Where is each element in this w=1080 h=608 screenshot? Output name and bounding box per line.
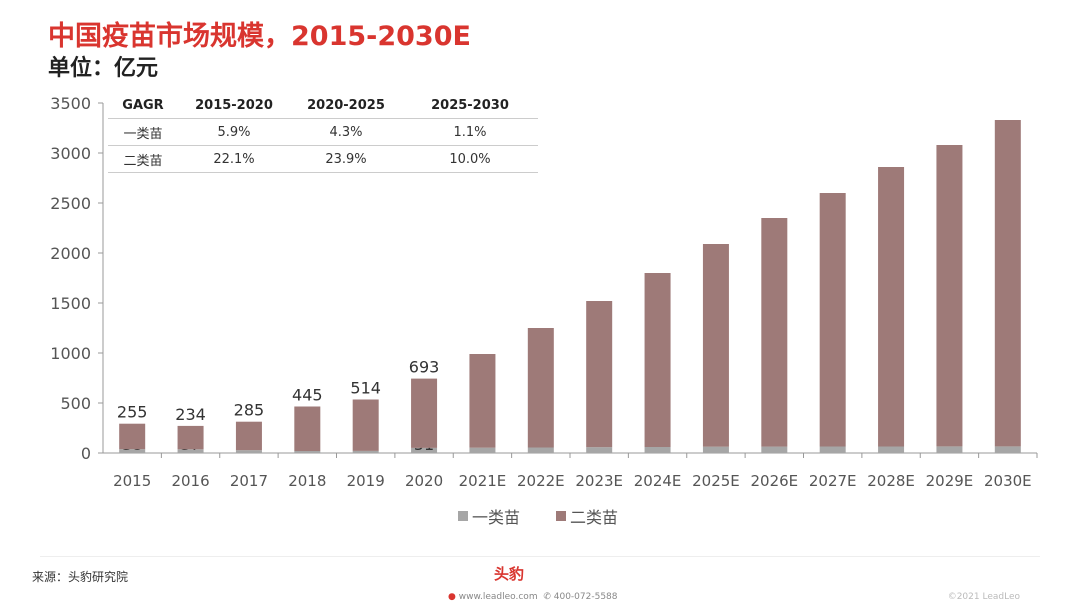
bar-segment-class1 [644,447,671,453]
bar-segment-class2 [177,425,204,450]
bar-segment-class2 [994,120,1021,447]
y-tick-label: 2500 [50,194,91,213]
bar-segment-class2 [469,354,496,448]
x-tick-label: 2026E [750,472,798,490]
header-cell: 2020-2025 [290,92,402,119]
legend-swatch [458,511,468,521]
x-tick-label: 2019 [347,472,385,490]
bar-segment-class1 [527,447,554,453]
y-tick-label: 1000 [50,344,91,363]
x-tick-label: 2030E [984,472,1032,490]
cell: 23.9% [290,145,402,173]
bar-segment-class1 [819,446,846,453]
x-tick-label: 2024E [634,472,682,490]
bar-segment-class1 [702,446,729,453]
bar-segment-class2 [819,193,846,447]
cell: 22.1% [178,145,290,173]
gagr-table: GAGR 2015-2020 2020-2025 2025-2030 一类苗 5… [108,92,538,173]
y-tick-label: 2000 [50,244,91,263]
y-tick-label: 3000 [50,144,91,163]
header-cell: GAGR [108,92,178,119]
bar-segment-class1 [119,449,146,453]
footer-divider [40,556,1040,557]
bar-segment-class1 [469,447,496,453]
bar-segment-class1 [352,450,379,453]
unit-label: 单位：亿元 [48,56,159,81]
x-tick-label: 2023E [575,472,623,490]
bar-segment-class1 [994,446,1021,453]
bar-segment-class1 [761,446,788,453]
x-tick-label: 2027E [809,472,857,490]
x-tick-label: 2016 [171,472,209,490]
bar-segment-class2 [761,218,788,447]
bar-segment-class2 [411,378,438,448]
header-cell: 2025-2030 [402,92,538,119]
stacked-bar-chart: 0500100015002000250030003500201538255201… [50,94,1038,527]
header-cell: 2015-2020 [178,92,290,119]
y-tick-label: 3500 [50,94,91,113]
cell: 5.9% [178,118,290,146]
x-tick-label: 2018 [288,472,326,490]
row-label: 一类苗 [108,118,178,146]
bar-segment-class1 [878,446,905,453]
y-tick-label: 0 [81,444,91,463]
x-tick-label: 2028E [867,472,915,490]
source-note: 来源：头豹研究院 [32,570,129,584]
bar-segment-class2 [235,421,262,451]
data-label: 234 [175,405,206,424]
phone-icon: ✆ [543,592,551,602]
y-tick-label: 500 [60,394,91,413]
x-tick-label: 2015 [113,472,151,490]
bar-segment-class1 [586,447,613,453]
legend-label: 二类苗 [570,508,618,527]
bar-segment-class2 [119,423,146,450]
bar-segment-class2 [352,399,379,451]
phone-number: 400-072-5588 [553,592,618,602]
website-link[interactable]: www.leadleo.com [458,592,538,602]
copyright: ©2021 LeadLeo [947,592,1020,602]
bar-segment-class2 [586,301,613,448]
data-label: 514 [350,379,381,398]
data-label: 693 [409,358,440,377]
x-tick-label: 2025E [692,472,740,490]
x-tick-label: 2020 [405,472,443,490]
bar-segment-class2 [527,328,554,448]
x-tick-label: 2029E [926,472,974,490]
table-header-row: GAGR 2015-2020 2020-2025 2025-2030 [108,92,538,119]
data-label: 285 [234,401,265,420]
bar-segment-class2 [878,167,905,447]
x-tick-label: 2017 [230,472,268,490]
bar-segment-class1 [936,446,963,453]
bar-segment-class1 [294,451,321,453]
legend-swatch [556,511,566,521]
globe-icon: ● [448,592,456,602]
bar-segment-class2 [294,406,321,451]
table-row: 一类苗 5.9% 4.3% 1.1% [108,118,538,146]
bar-segment-class1 [411,447,438,453]
contact-info: ● www.leadleo.com ✆ 400-072-5588 [448,592,618,602]
data-label: 445 [292,386,323,405]
bar-segment-class2 [936,145,963,447]
bar-segment-class1 [235,450,262,453]
legend-label: 一类苗 [472,508,520,527]
bar-segment-class2 [702,244,729,447]
cell: 4.3% [290,118,402,146]
page-title: 中国疫苗市场规模，2015-2030E [48,21,471,52]
bar-segment-class2 [644,273,671,447]
cell: 1.1% [402,118,538,146]
bar-segment-class1 [177,449,204,453]
cell: 10.0% [402,145,538,173]
x-tick-label: 2021E [459,472,507,490]
leadleo-logo: 头豹 [494,565,525,583]
x-tick-label: 2022E [517,472,565,490]
y-tick-label: 1500 [50,294,91,313]
row-label: 二类苗 [108,145,178,173]
table-row: 二类苗 22.1% 23.9% 10.0% [108,145,538,173]
data-label: 255 [117,403,148,422]
